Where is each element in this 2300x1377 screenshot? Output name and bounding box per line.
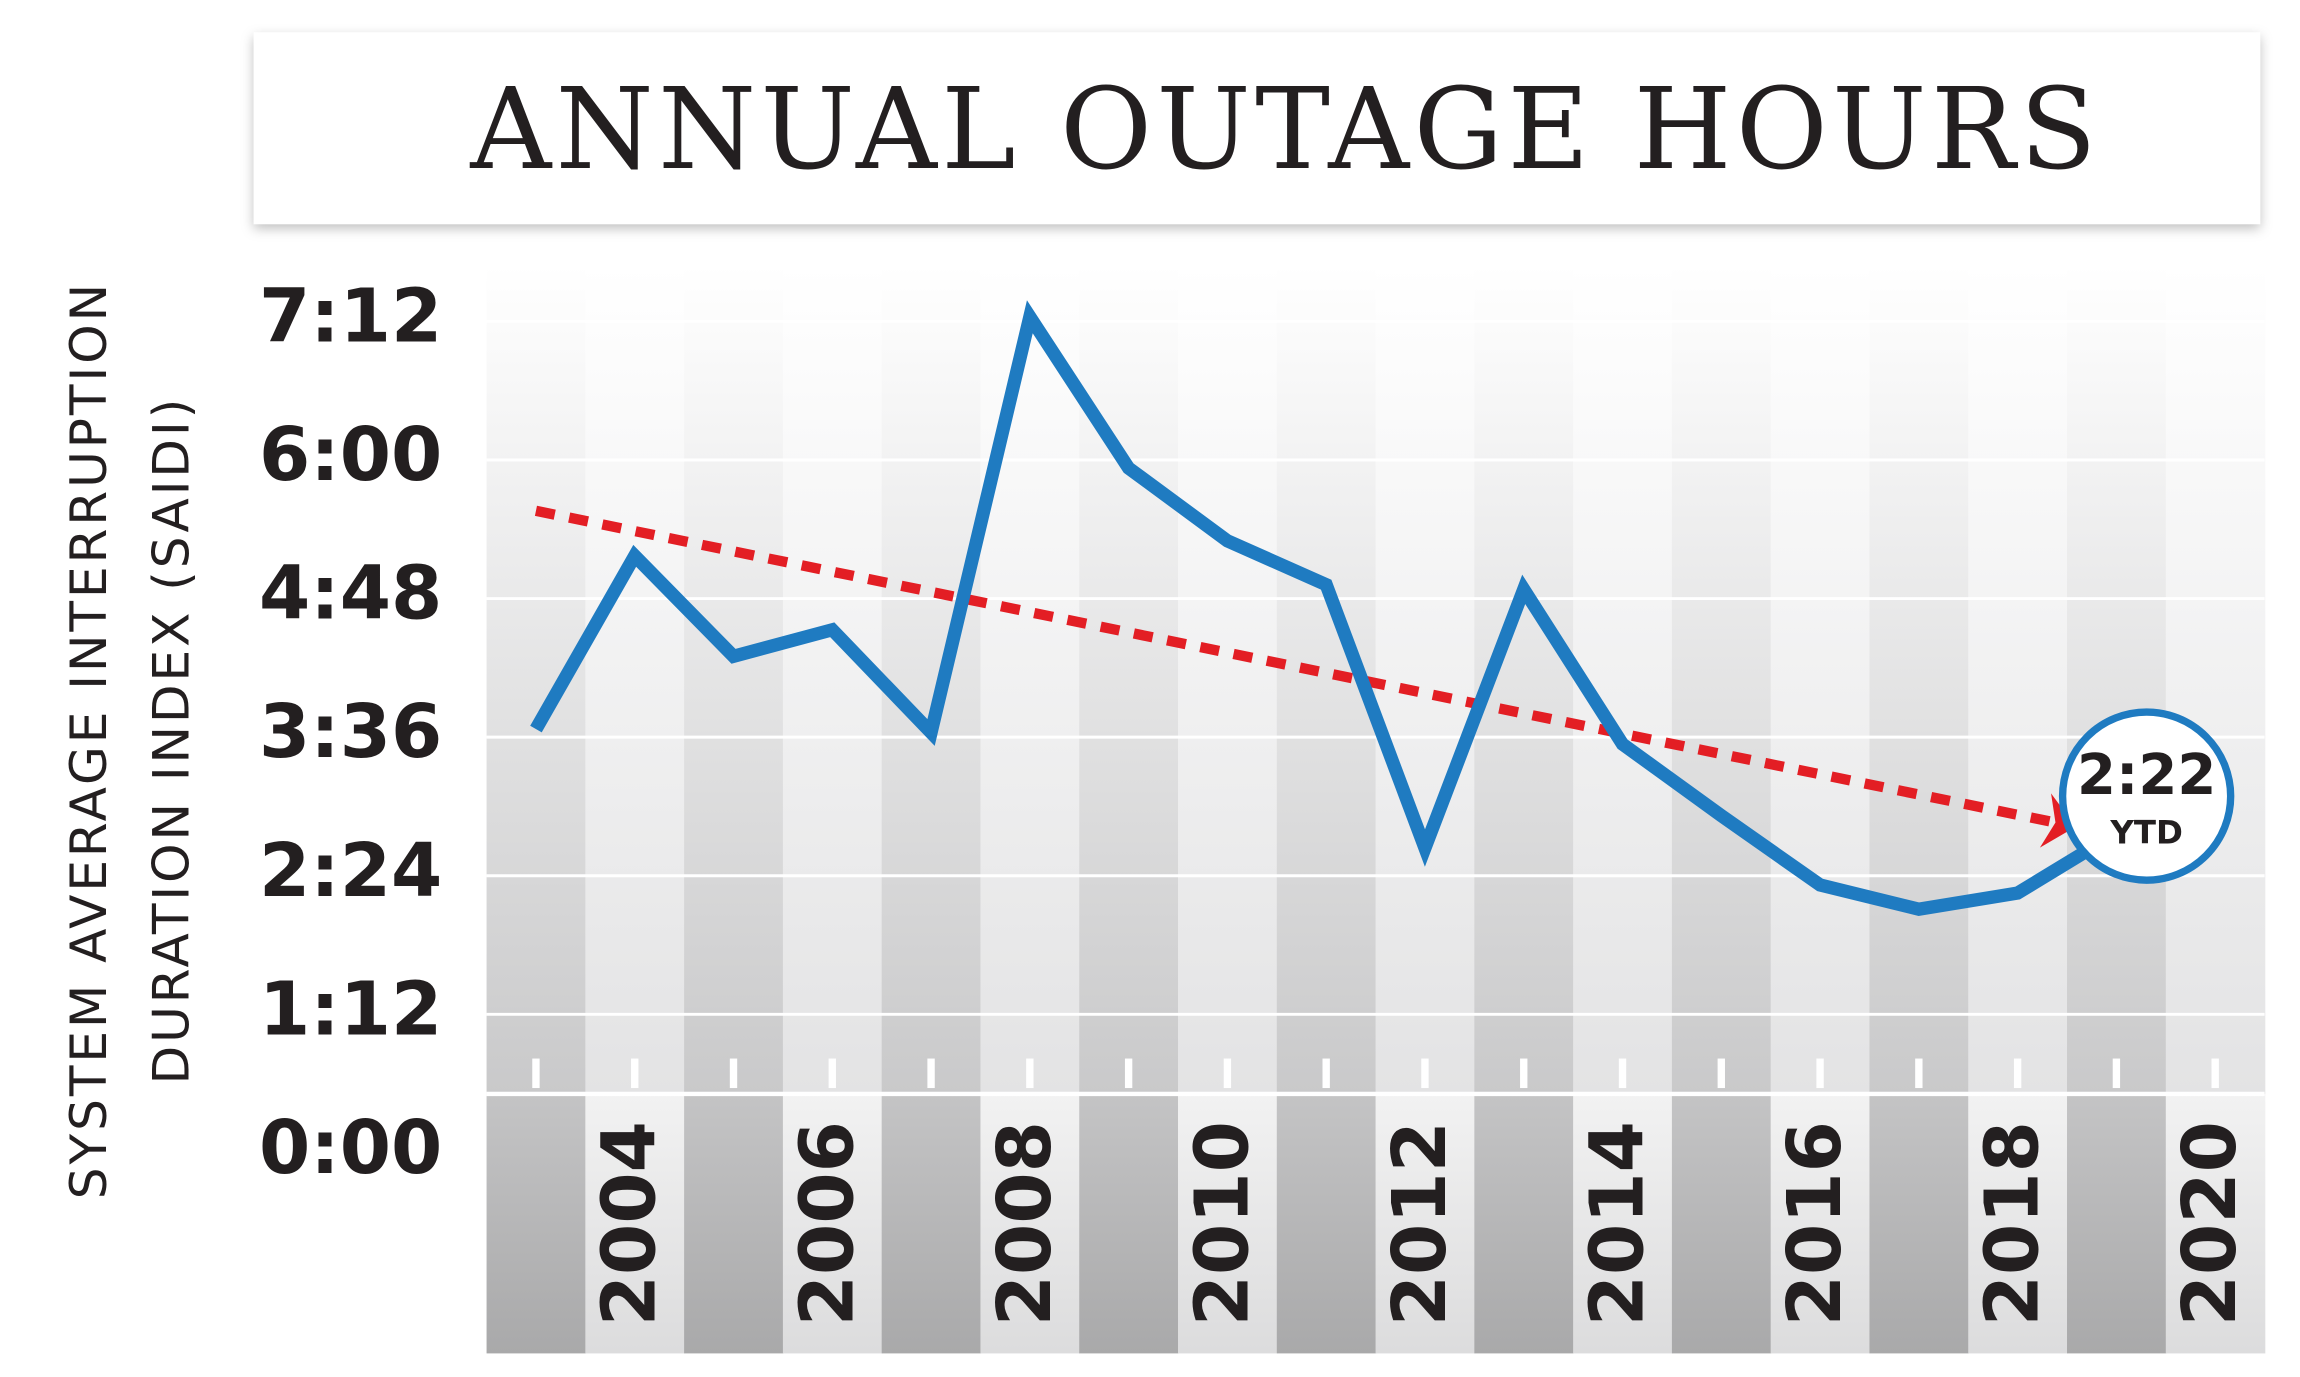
column-stripe: [1770, 265, 1871, 1094]
axis-band-stripe: [881, 1093, 982, 1354]
x-tick-label: 2012: [1378, 1121, 1463, 1326]
column-stripe: [2165, 265, 2266, 1094]
column-stripe: [980, 265, 1080, 1094]
y-tick-label: 1:12: [259, 967, 442, 1052]
axis-band-stripe: [1770, 1093, 1871, 1354]
y-tick-label: 7:12: [259, 274, 442, 359]
x-tick: 2018: [1971, 1121, 2056, 1326]
column-stripe: [1079, 265, 1179, 1094]
x-tick-label: 2016: [1773, 1121, 1858, 1326]
plot-background: [486, 265, 2266, 1354]
trend-arrowhead: [2039, 793, 2076, 848]
column-stripe: [2067, 265, 2167, 1094]
column-stripe: [1375, 265, 1476, 1094]
annotation-text: 2:22: [2077, 743, 2216, 808]
x-tick-label: 2020: [2168, 1121, 2253, 1326]
column-stripe: [585, 265, 685, 1094]
annotation-circle: [2058, 708, 2235, 884]
axis-band-stripe: [1079, 1093, 1179, 1354]
x-tick: 2008: [983, 1121, 1068, 1326]
y-label-line: SYSTEM AVERAGE INTERRUPTION: [59, 281, 118, 1199]
y-label-line: DURATION INDEX (SAIDI): [142, 396, 201, 1085]
axis-band-stripe: [2165, 1093, 2266, 1354]
x-tick-label: 2008: [983, 1121, 1068, 1326]
axis-band-stripe: [1671, 1093, 1772, 1354]
x-tick: 2012: [1378, 1121, 1463, 1326]
x-tick: 2014: [1576, 1121, 1661, 1326]
y-tick-label: 2:24: [259, 829, 442, 914]
axis-band-stripe: [782, 1093, 883, 1354]
chart-title: ANNUAL OUTAGE HOURS: [469, 65, 2101, 195]
column-stripe: [782, 265, 883, 1094]
column-stripe: [1671, 265, 1772, 1094]
x-tick-label: 2018: [1971, 1121, 2056, 1326]
x-tick: 2020: [2168, 1121, 2253, 1326]
x-tick-label: 2014: [1576, 1121, 1661, 1326]
column-stripe: [1968, 265, 2068, 1094]
trend-line: [534, 505, 2069, 830]
title-box: [253, 32, 2261, 225]
x-tick: 2004: [588, 1121, 673, 1326]
axis-band-stripe: [684, 1093, 784, 1354]
axis-band-stripe: [980, 1093, 1080, 1354]
y-axis-label: SYSTEM AVERAGE INTERRUPTION DURATION IND…: [59, 281, 201, 1199]
axis-band-stripe: [1276, 1093, 1377, 1354]
y-tick-label: 4:48: [259, 552, 442, 637]
y-tick-label: 6:00: [259, 413, 442, 498]
axis-band-stripe: [1474, 1093, 1574, 1354]
column-stripe: [881, 265, 982, 1094]
axis-band-stripe: [1869, 1093, 1969, 1354]
x-tick: 2006: [785, 1121, 870, 1326]
axis-band-stripe: [585, 1093, 685, 1354]
axis-band-stripe: [1178, 1093, 1278, 1354]
axis-band-stripe: [1375, 1093, 1476, 1354]
annotation-subtext: YTD: [2109, 813, 2183, 851]
column-stripe: [684, 265, 784, 1094]
x-tick-label: 2004: [588, 1121, 673, 1326]
x-tick: 2016: [1773, 1121, 1858, 1326]
axis-band-stripe: [1573, 1093, 1673, 1354]
x-tick: 2010: [1180, 1121, 1265, 1326]
column-stripe: [1178, 265, 1278, 1094]
axis-band-stripe: [2067, 1093, 2167, 1354]
x-tick-label: 2006: [785, 1121, 870, 1326]
axis-band-stripe: [1968, 1093, 2068, 1354]
column-stripe: [1869, 265, 1969, 1094]
data-line: [530, 300, 2120, 916]
y-tick-label: 3:36: [259, 690, 442, 775]
column-stripe: [1573, 265, 1673, 1094]
x-tick-label: 2010: [1180, 1121, 1265, 1326]
axis-band-stripe: [486, 1093, 587, 1354]
y-tick-label: 0:00: [259, 1106, 442, 1191]
